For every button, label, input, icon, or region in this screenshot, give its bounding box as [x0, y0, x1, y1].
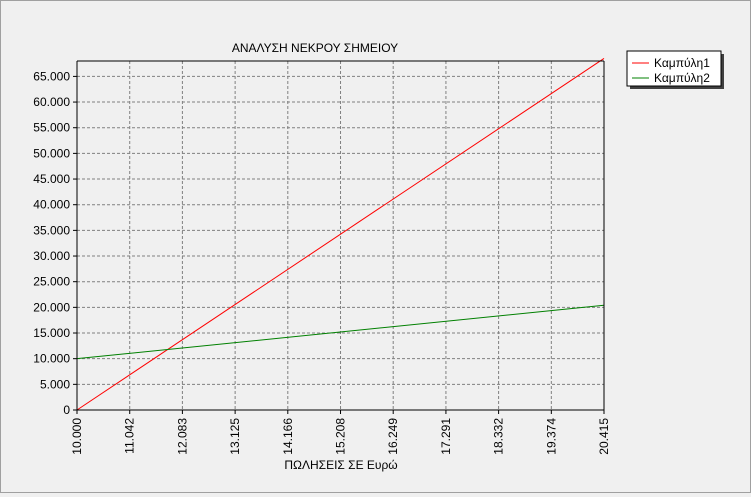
y-tick-label: 20.000: [33, 300, 70, 314]
x-tick-label: 13.125: [228, 418, 242, 455]
x-tick-label: 15.208: [334, 418, 348, 455]
y-tick-label: 15.000: [33, 326, 70, 340]
x-axis-ticks: 10.000 11.042 12.083 13.125 14.166 15.208 16.2…: [70, 410, 611, 455]
y-tick-label: 30.000: [33, 249, 70, 263]
y-tick-label: 0: [63, 403, 70, 417]
x-tick-label: 17.291: [439, 418, 453, 455]
y-tick-label: 60.000: [33, 95, 70, 109]
y-tick-label: 50.000: [33, 146, 70, 160]
series-line-2: [76, 304, 605, 360]
legend-label-1: Καμπύλη1: [654, 56, 710, 70]
x-axis-label: ΠΩΛΗΣΕΙΣ ΣΕ Ευρώ: [284, 458, 397, 472]
y-axis-ticks: 0 5.000 10.000 15.000 20.000 25.000 30.000 35.0…: [33, 69, 77, 417]
x-tick-label: 14.166: [281, 418, 295, 455]
legend-label-2: Καμπύλη2: [654, 71, 710, 85]
x-tick-label: 18.332: [492, 418, 506, 455]
x-tick-label: 16.249: [386, 418, 400, 455]
x-tick-label: 19.374: [544, 418, 558, 455]
x-tick-label: 10.000: [70, 418, 84, 455]
x-tick-label: 12.083: [175, 418, 189, 455]
grid-lines: [77, 61, 604, 410]
plot-area: 0 5.000 10.000 15.000 20.000 25.000 30.000 35.0…: [33, 58, 611, 455]
y-tick-label: 5.000: [40, 377, 70, 391]
y-tick-label: 10.000: [33, 352, 70, 366]
x-tick-label: 11.042: [123, 418, 137, 454]
y-tick-label: 25.000: [33, 275, 70, 289]
y-tick-label: 40.000: [33, 198, 70, 212]
chart-title: ΑΝΑΛΥΣΗ ΝΕΚΡΟΥ ΣΗΜΕΙΟΥ: [232, 41, 398, 55]
y-tick-label: 45.000: [33, 172, 70, 186]
y-tick-label: 55.000: [33, 121, 70, 135]
series-line-1: [76, 58, 605, 411]
series-lines: [76, 58, 605, 411]
y-tick-label: 65.000: [33, 69, 70, 83]
y-tick-label: 35.000: [33, 223, 70, 237]
x-tick-label: 20.415: [597, 418, 611, 455]
